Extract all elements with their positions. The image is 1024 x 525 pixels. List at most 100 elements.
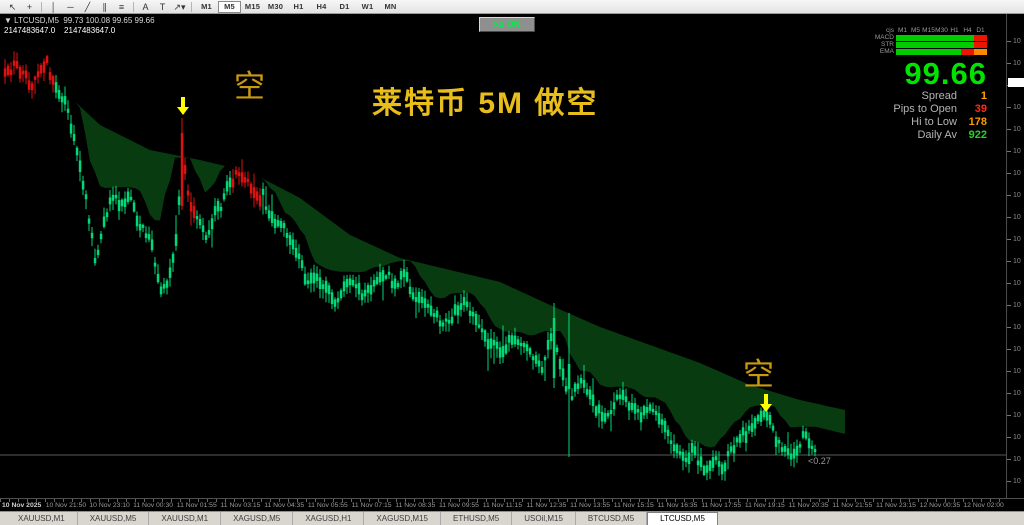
signal-cell-str-m30 <box>935 42 948 48</box>
stat-value: 39 <box>974 102 987 115</box>
candle-body <box>558 359 562 370</box>
candle-body <box>201 225 205 233</box>
chart-tab-btcusd-m5[interactable]: BTCUSD,M5 <box>576 512 648 525</box>
candle-body <box>291 239 295 250</box>
time-axis-label: 10 Nov 21:50 <box>45 502 87 509</box>
candle-body <box>150 239 154 251</box>
shapes-icon[interactable]: ↗▾ <box>173 1 186 12</box>
candle-body <box>33 76 37 80</box>
time-axis-label: 11 Nov 00:30 <box>133 502 174 509</box>
candle-body <box>198 218 202 226</box>
time-axis[interactable]: 10 Nov 2025 10 Nov 21:50 10 Nov 23:10 11 No… <box>0 498 1024 511</box>
candle-body <box>405 272 409 282</box>
candle-body <box>87 218 91 224</box>
candle-body <box>78 160 82 173</box>
candle-body <box>210 218 214 230</box>
fibonacci-icon[interactable]: ≡ <box>118 1 125 12</box>
timeframe-button-d1[interactable]: D1 <box>339 1 350 11</box>
horizontal-line-icon[interactable]: ─ <box>67 1 74 12</box>
scale-tick <box>1007 283 1011 284</box>
cursor-icon[interactable]: ↖ <box>8 1 17 12</box>
chart-tab-xagusd-m15[interactable]: XAGUSD,M15 <box>364 512 441 525</box>
timeframe-button-m1[interactable]: M1 <box>201 1 212 11</box>
label-icon[interactable]: T <box>159 1 166 12</box>
timeframe-button-m5[interactable]: M5 <box>218 0 241 13</box>
candle-body <box>549 333 553 342</box>
candle-body <box>780 447 784 452</box>
candle-body <box>360 293 364 301</box>
candle-body <box>315 273 319 281</box>
timeframe-button-w1[interactable]: W1 <box>361 1 374 11</box>
candle-body <box>543 356 547 361</box>
trendline-icon[interactable]: ╱ <box>84 1 91 12</box>
scale-tick-label: 10 <box>1013 214 1021 221</box>
candle-body <box>255 191 259 201</box>
scale-tick <box>1007 63 1011 64</box>
price-scale[interactable]: 10 10 10 10 10 10 10 10 10 10 10 10 10 10 10 10 10 10 10 10… <box>1006 14 1024 498</box>
vertical-line-icon[interactable]: │ <box>50 1 57 12</box>
candle-body <box>744 431 748 443</box>
text-icon[interactable]: A <box>142 1 149 12</box>
candle-body <box>696 460 700 466</box>
candle-body <box>795 445 799 456</box>
scale-tick <box>1007 437 1011 438</box>
candle-body <box>225 181 229 192</box>
channel-icon[interactable]: ∥ <box>102 1 107 12</box>
candle-body <box>657 413 661 425</box>
candle-body <box>258 195 262 207</box>
candle-body <box>783 446 787 452</box>
candle-body <box>639 412 643 423</box>
candlestick-chart[interactable]: <0.27 <box>0 14 1006 498</box>
chart-tab-xagusd-m5[interactable]: XAGUSD,M5 <box>221 512 294 525</box>
candle-body <box>645 406 649 413</box>
xu-on-button[interactable]: xu ON <box>479 17 535 32</box>
candle-body <box>390 280 394 289</box>
timeframe-button-m15[interactable]: M15 <box>244 1 261 11</box>
timeframe-button-h1[interactable]: H1 <box>293 1 304 11</box>
candle-body <box>609 410 613 415</box>
candle-body <box>432 313 436 317</box>
chart-tab-xagusd-h1[interactable]: XAGUSD,H1 <box>293 512 365 525</box>
chart-tab-xauusd-m1[interactable]: XAUUSD,M1 <box>6 512 78 525</box>
candle-body <box>231 178 235 188</box>
candle-body <box>504 344 508 354</box>
candle-body <box>495 341 499 349</box>
candle-body <box>366 285 370 293</box>
timeframe-button-mn[interactable]: MN <box>384 1 397 11</box>
chart-tab-ltcusd-m5[interactable]: LTCUSD,M5 <box>647 512 718 525</box>
candle-body <box>48 72 52 80</box>
candle-body <box>126 191 130 202</box>
signal-cell-ema-d1 <box>974 49 987 55</box>
time-axis-label: 11 Nov 11:15 <box>482 502 523 509</box>
candle-body <box>168 267 172 278</box>
signal-cell-ema-h4 <box>961 49 974 55</box>
crosshair-icon[interactable]: + <box>26 1 33 12</box>
timeframe-button-m30[interactable]: M30 <box>267 1 284 11</box>
chart-tab-ethusd-m5[interactable]: ETHUSD,M5 <box>441 512 513 525</box>
time-axis-ticks <box>0 499 1006 502</box>
matrix-column-m5: M5 <box>910 27 921 34</box>
candle-body <box>567 364 571 389</box>
candle-body <box>621 389 625 400</box>
signal-cell-str-h4 <box>961 42 974 48</box>
candle-body <box>711 457 715 468</box>
signal-cell-ema-m5 <box>909 49 922 55</box>
candle-body <box>492 339 496 346</box>
chart-tab-xauusd-m5[interactable]: XAUUSD,M5 <box>78 512 150 525</box>
scale-tick <box>1007 481 1011 482</box>
chart-tab-xauusd-m1[interactable]: XAUUSD,M1 <box>149 512 222 525</box>
candle-body <box>771 425 775 431</box>
candle-body <box>138 224 142 231</box>
candle-body <box>618 394 622 400</box>
time-axis-label: 11 Nov 03:15 <box>220 502 261 509</box>
scale-tick-label: 10 <box>1013 412 1021 419</box>
candle-body <box>654 410 658 415</box>
chart-area[interactable]: <0.27 ▼ LTCUSD,M5 99.73 100.08 99.65 99.… <box>0 14 1006 498</box>
chart-tab-usoil-m15[interactable]: USOil,M15 <box>512 512 576 525</box>
candle-body <box>546 339 550 350</box>
timeframe-button-h4[interactable]: H4 <box>316 1 327 11</box>
candle-body <box>669 440 673 444</box>
stat-value: 178 <box>968 115 987 128</box>
scale-tick-label: 10 <box>1013 434 1021 441</box>
candle-body <box>687 452 691 464</box>
